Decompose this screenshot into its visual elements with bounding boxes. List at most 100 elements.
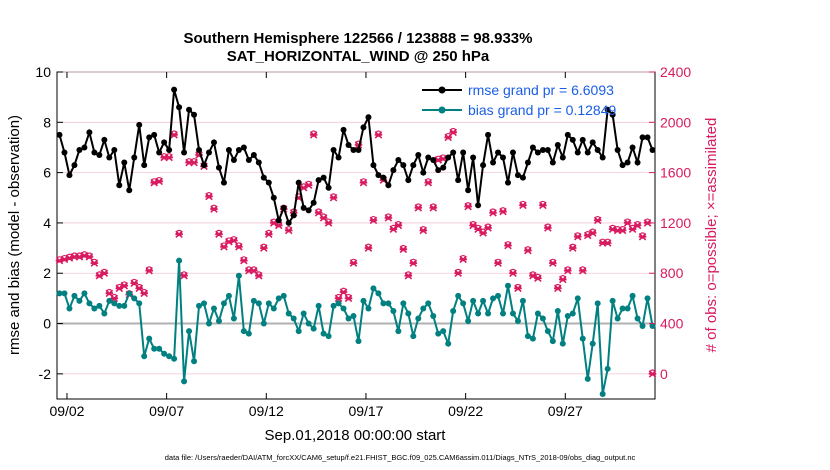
obs-possible-point — [101, 268, 108, 276]
obs-assimilated-point — [509, 269, 517, 277]
obs-possible-point — [430, 203, 437, 210]
rmse-point — [290, 212, 297, 219]
rmse-point — [300, 204, 307, 211]
rmse-point — [619, 162, 626, 169]
obs-assimilated-point — [514, 284, 522, 293]
rmse-point — [116, 182, 123, 189]
rmse-point — [345, 141, 352, 148]
rmse-point — [604, 106, 611, 113]
bias-point — [265, 300, 272, 307]
y-right-tick-label: 2000 — [660, 114, 691, 130]
rmse-point — [146, 134, 153, 141]
bias-point — [579, 335, 586, 342]
obs-assimilated-point — [424, 178, 433, 187]
rmse-point — [539, 146, 546, 153]
obs-possible-point — [405, 271, 412, 278]
rmse-point — [415, 152, 422, 159]
obs-possible-point — [345, 293, 352, 301]
x-tick-label: 09/22 — [448, 403, 483, 419]
legend-bias-label: bias grand pr = 0.12849 — [468, 102, 616, 118]
bias-point — [300, 310, 307, 317]
bias-point — [126, 290, 133, 297]
rmse-point — [435, 167, 442, 174]
obs-assimilated-point — [494, 259, 502, 267]
bias-point — [465, 318, 472, 325]
bias-series — [56, 257, 656, 397]
obs-possible-point — [514, 283, 522, 291]
obs-assimilated-point — [573, 232, 582, 241]
bias-point — [450, 307, 457, 314]
rmse-point — [649, 146, 656, 153]
obs-assimilated-point — [429, 204, 438, 212]
rmse-point — [485, 131, 492, 138]
rmse-point — [470, 154, 477, 161]
bias-point — [624, 305, 631, 312]
rmse-point — [569, 136, 576, 143]
bias-point — [176, 257, 183, 264]
obs-possible-point — [131, 278, 138, 286]
bias-point — [370, 285, 377, 292]
bias-point — [280, 292, 287, 299]
rmse-point — [260, 174, 267, 181]
rmse-point — [609, 111, 616, 118]
obs-assimilated-point — [264, 230, 273, 239]
obs-assimilated-point — [215, 230, 223, 239]
rmse-point — [141, 162, 148, 169]
rmse-point — [534, 149, 541, 156]
rmse-point — [400, 162, 407, 169]
obs-possible-point — [464, 202, 472, 209]
bias-point — [509, 310, 516, 317]
obs-possible-point — [499, 207, 507, 214]
obs-possible-point — [136, 283, 143, 291]
rmse-point — [455, 177, 462, 184]
rmse-point — [171, 86, 178, 93]
y-left-tick-label: 6 — [43, 165, 51, 181]
rmse-point — [360, 124, 367, 131]
y-right-tick-label: 0 — [660, 366, 668, 382]
obs-assimilated-point — [205, 192, 213, 201]
rmse-point — [509, 149, 516, 156]
obs-possible-point — [385, 213, 392, 220]
bias-point — [470, 297, 477, 304]
rmse-point — [166, 146, 173, 153]
x-tick-label: 09/17 — [348, 403, 383, 419]
bias-point — [225, 292, 232, 299]
bias-point — [270, 305, 277, 312]
obs-assimilated-point — [369, 216, 378, 225]
bias-point — [121, 302, 128, 309]
rmse-point — [86, 129, 93, 136]
rmse-point — [629, 144, 636, 151]
obs-assimilated-point — [304, 181, 313, 189]
bias-point — [310, 325, 317, 332]
obs-assimilated-point — [578, 266, 587, 275]
obs-assimilated-point — [484, 224, 492, 232]
bias-point — [375, 290, 382, 297]
obs-possible-point — [175, 229, 183, 237]
obs-assimilated-point — [235, 243, 243, 251]
obs-assimilated-point — [140, 289, 149, 298]
rmse-point — [390, 167, 397, 174]
obs-assimilated-point — [394, 221, 403, 230]
bias-point — [365, 305, 372, 312]
y-left-tick-label: 8 — [43, 114, 51, 130]
rmse-point — [445, 154, 452, 161]
bias-point — [151, 345, 158, 352]
legend-rmse-marker — [438, 86, 446, 94]
rmse-point — [186, 106, 193, 113]
obs-assimilated-point — [359, 178, 368, 187]
obs-possible-point — [634, 220, 641, 228]
rmse-point — [320, 174, 327, 181]
bias-point — [405, 310, 412, 317]
rmse-point — [514, 172, 521, 179]
y-right-tick-label: 800 — [660, 265, 684, 281]
rmse-point — [365, 114, 372, 121]
obs-assimilated-point — [329, 194, 338, 202]
bias-point — [71, 292, 78, 299]
obs-possible-point — [210, 204, 218, 212]
obs-assimilated-point — [454, 269, 462, 277]
bias-point — [380, 300, 387, 307]
obs-possible-point — [315, 208, 322, 215]
rmse-point — [480, 162, 487, 169]
rmse-point — [460, 149, 467, 156]
